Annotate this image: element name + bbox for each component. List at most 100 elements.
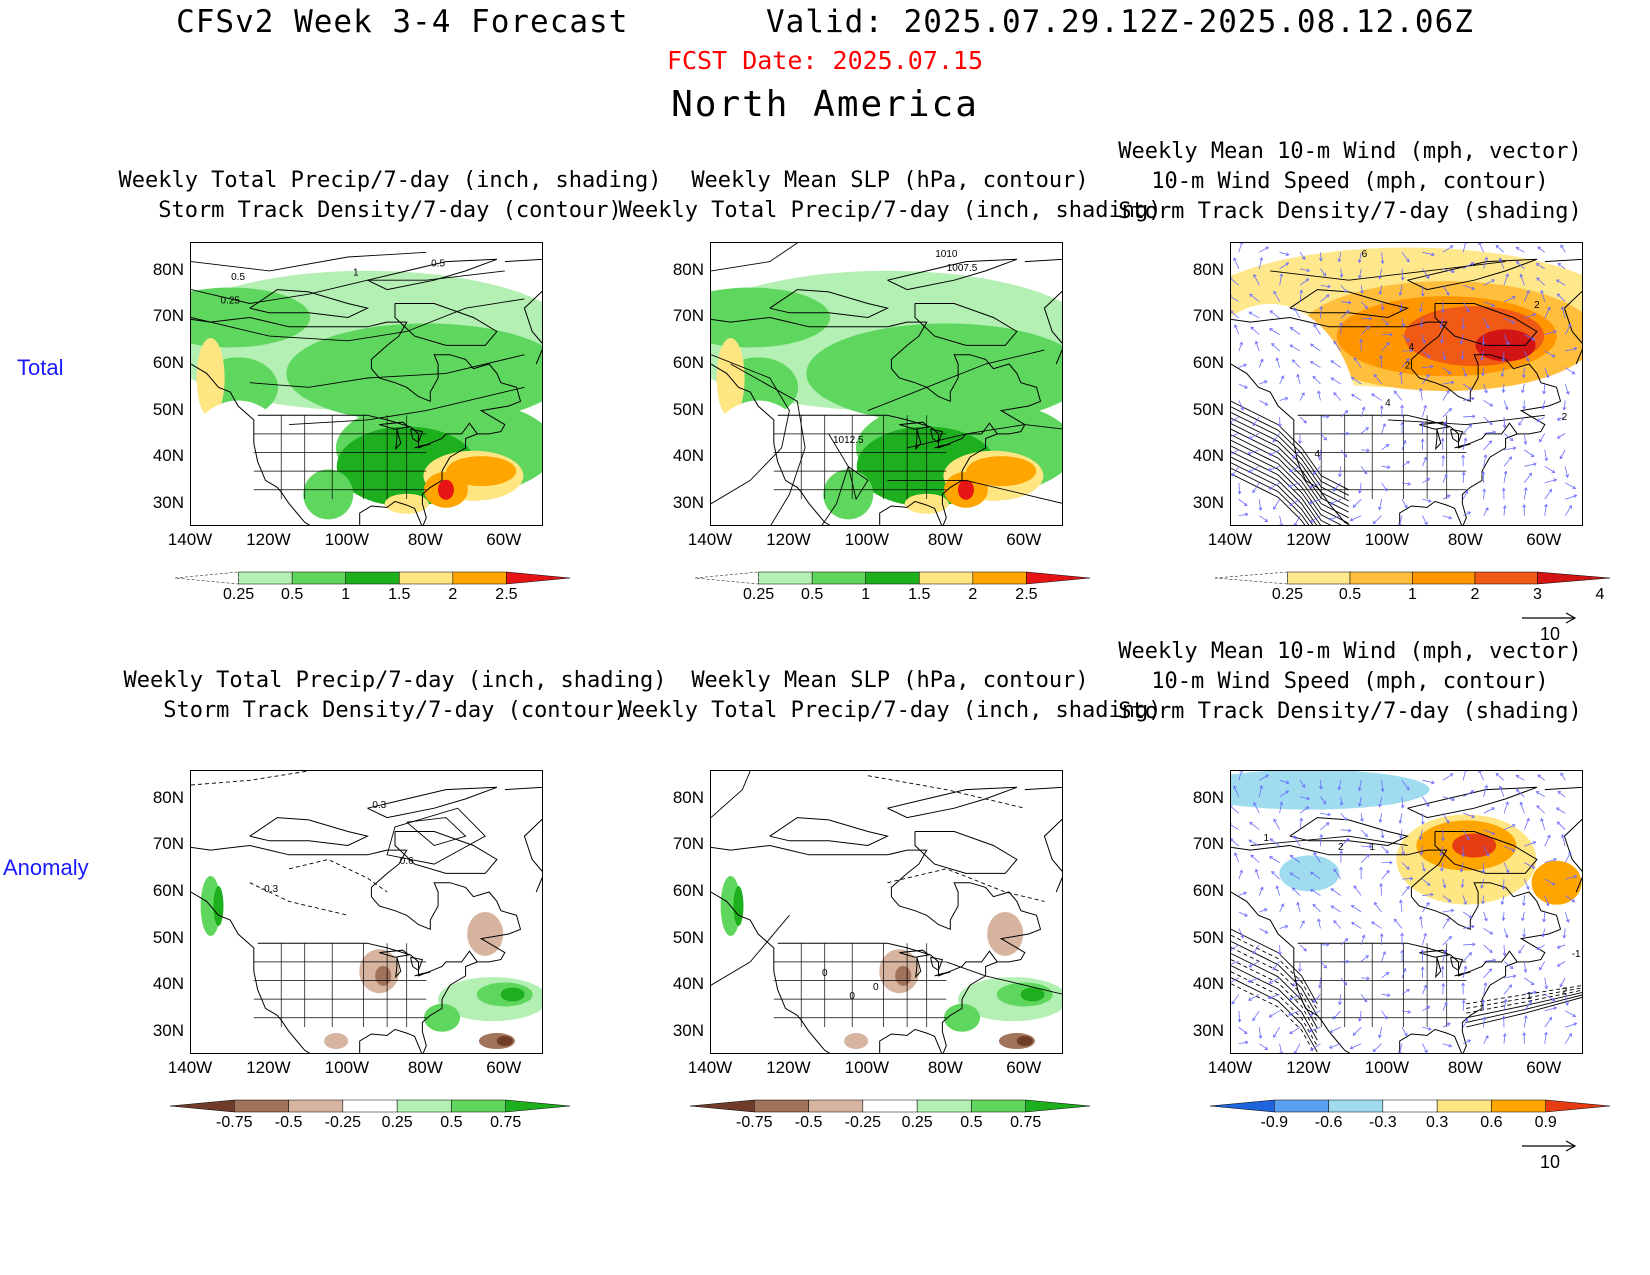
colorbar-segment: [1210, 1099, 1275, 1113]
wind-vector: [1259, 515, 1268, 522]
wind-vector: [1483, 845, 1490, 857]
wind-vector: [1320, 294, 1330, 303]
wind-vector-head: [1491, 807, 1495, 811]
wind-vector: [1442, 455, 1444, 467]
wind-vector-head: [1339, 850, 1343, 854]
wind-vector-head: [1398, 820, 1403, 824]
colorbar-segment: [916, 1099, 972, 1113]
region-title: North America: [671, 84, 979, 125]
wind-vector-head: [1231, 805, 1233, 807]
wind-vector-head: [1512, 446, 1517, 451]
wind-vector: [1269, 449, 1280, 456]
great-lake: [1454, 443, 1471, 449]
wind-vector-head: [1547, 306, 1551, 311]
wind-vector: [1557, 944, 1566, 949]
wind-vector: [1381, 317, 1389, 326]
latitude-label: 80N: [672, 259, 704, 279]
wind-vector-head: [1491, 831, 1496, 835]
wind-vector: [1279, 375, 1284, 385]
wind-vector-head: [1555, 807, 1560, 811]
wind-vector: [1563, 928, 1566, 938]
great-lake: [930, 956, 944, 972]
wind-vector: [1503, 801, 1509, 814]
wind-vector: [1361, 977, 1370, 979]
wind-vector: [1380, 883, 1383, 896]
colorbar-precip-total-2: [695, 571, 1090, 585]
wind-vector: [1294, 1043, 1301, 1053]
wind-vector: [1310, 871, 1321, 880]
wind-vector-head: [1400, 949, 1405, 954]
wind-vector: [1499, 786, 1505, 797]
wind-vector-head: [1423, 456, 1427, 461]
wind-speed-contour: [1387, 414, 1545, 426]
wind-vector: [1289, 498, 1301, 506]
wind-vector-head: [1468, 386, 1473, 391]
wind-vector-head: [1556, 821, 1561, 825]
longitude-label: 80W: [407, 1058, 443, 1077]
colorbar-segment: [291, 571, 346, 585]
wind-anom-contour: [1466, 987, 1582, 1009]
wind-vector-head: [1468, 952, 1473, 956]
wind-vector-head: [1441, 309, 1445, 314]
wind-vector-head: [1268, 980, 1273, 984]
colorbar-tick-label: 4: [1595, 586, 1605, 603]
wind-vector: [1399, 1043, 1403, 1053]
wind-vector-head: [1463, 437, 1468, 442]
arctic-island: [394, 303, 498, 346]
wind-vector: [1400, 829, 1403, 839]
wind-vector-head: [1343, 981, 1348, 986]
wind-vector: [1268, 465, 1280, 471]
anom-storm-neg-west: [1279, 855, 1340, 892]
latitude-label: 30N: [1192, 1020, 1224, 1040]
wind-vector-head: [1294, 522, 1298, 525]
wind-vector-head: [1263, 908, 1268, 912]
colorbar-tick-label: 0.75: [490, 1114, 522, 1131]
wind-vector-head: [1446, 917, 1450, 922]
wind-vector: [1401, 268, 1404, 280]
wind-vector: [1544, 878, 1555, 886]
wind-vector-head: [1480, 885, 1484, 889]
wind-vector-head: [1419, 836, 1423, 841]
wind-vector-head: [1525, 358, 1530, 362]
panel-title-precip-storm-anom: Weekly Total Precip/7-day (inch, shading…: [65, 666, 725, 726]
wind-vector: [1462, 490, 1468, 500]
storm-anom-contour: [249, 882, 349, 916]
wind-vector: [1288, 482, 1301, 488]
wind-vector-head: [1364, 305, 1368, 310]
longitude-label: 80W: [1447, 1058, 1483, 1077]
colorbar-segment: [919, 571, 974, 585]
wind-vector-head: [1420, 949, 1425, 953]
slp-anom-contour: [887, 868, 1045, 902]
wind-vector: [1557, 293, 1566, 302]
wind-vector-head: [1508, 456, 1512, 461]
wind-vector-head: [1333, 920, 1337, 924]
wind-vector-head: [1264, 518, 1269, 522]
wind-anom-contour: [1250, 835, 1408, 846]
wind-vector-head: [1501, 886, 1506, 890]
wind-vector: [1565, 347, 1577, 352]
colorbar-segment: [1537, 571, 1610, 585]
wind-vector-head: [1562, 407, 1567, 411]
wind-vector: [1479, 243, 1484, 253]
great-lake: [1419, 949, 1450, 958]
wind-vector-head: [1285, 780, 1290, 784]
contour-label: 1: [1526, 991, 1532, 1002]
wind-vector-head: [1483, 982, 1488, 986]
wind-vector: [1299, 268, 1310, 272]
wind-vector: [1556, 279, 1566, 286]
wind-vector: [1259, 908, 1268, 913]
wind-vector-head: [1565, 474, 1569, 478]
colorbar-segment: [808, 1099, 864, 1113]
wind-vector-head: [1363, 998, 1368, 1003]
wind-vector-head: [1351, 393, 1355, 398]
wind-vector-head: [1531, 865, 1536, 869]
latitude-label: 40N: [1192, 974, 1224, 994]
wind-speed-contour: [1231, 445, 1332, 525]
forecast-date: FCST Date: 2025.07.15: [666, 46, 984, 75]
wind-vector-head: [1402, 967, 1407, 972]
wind-vector-head: [1559, 455, 1563, 460]
wind-vector-head: [1269, 856, 1273, 860]
arctic-island: [887, 258, 1018, 291]
wind-vector: [1442, 367, 1452, 374]
wind-vector: [1394, 390, 1403, 401]
